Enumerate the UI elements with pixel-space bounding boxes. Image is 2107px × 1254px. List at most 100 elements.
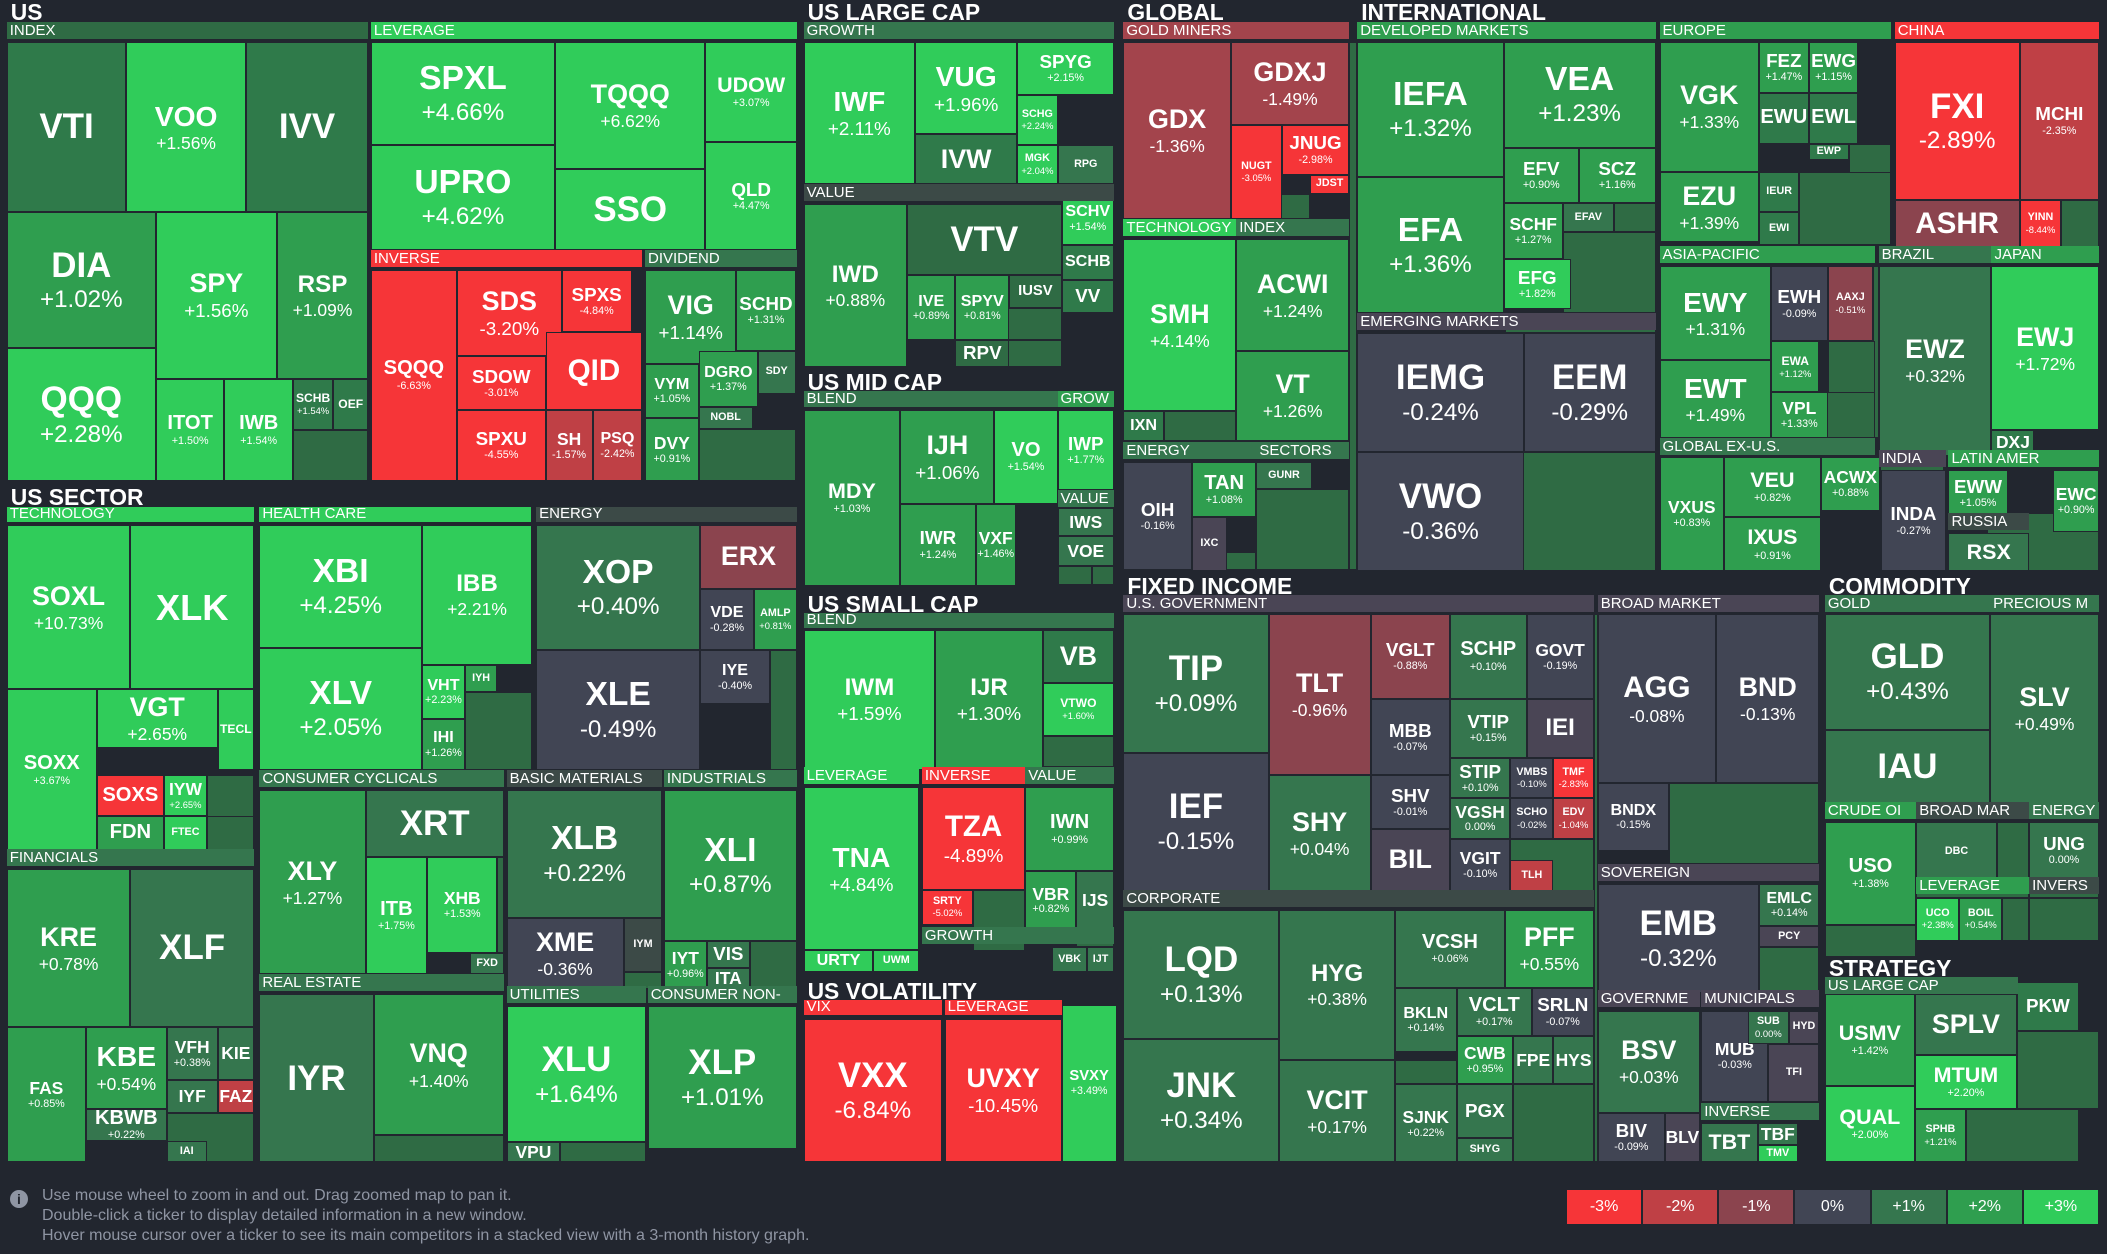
etf-tile-schg[interactable]: SCHG +2.24% [1017, 95, 1058, 146]
minor-etf-tile[interactable] [497, 857, 504, 953]
etf-tile-bil[interactable]: BIL [1370, 829, 1450, 891]
etf-tile-iyr[interactable]: IYR [259, 994, 374, 1163]
etf-tile-ewl[interactable]: EWL [1808, 92, 1859, 144]
subgroup-header[interactable]: SECTORS [1256, 442, 1350, 460]
subgroup-header[interactable]: GOLD MINERS [1123, 21, 1350, 39]
subgroup-header[interactable]: JAPAN [1991, 245, 2099, 263]
subgroup-header[interactable]: LEVERAGE [944, 998, 1062, 1016]
subgroup-header[interactable]: INDEX [1236, 219, 1350, 237]
etf-tile-srty[interactable]: SRTY -5.02% [921, 889, 973, 925]
etf-tile-vpl[interactable]: VPL +1.33% [1771, 392, 1828, 439]
subgroup-header[interactable]: VALUE [1057, 490, 1114, 508]
minor-etf-tile[interactable] [373, 1135, 504, 1163]
etf-tile-dbc[interactable]: DBC [1916, 822, 1997, 882]
etf-tile-efv[interactable]: EFV +0.90% [1503, 147, 1579, 203]
minor-etf-tile[interactable] [1758, 947, 1820, 994]
etf-tile-ive[interactable]: IVE +0.89% [907, 275, 956, 340]
minor-etf-tile[interactable] [1562, 232, 1656, 314]
etf-tile-tna[interactable]: TNA +4.84% [803, 787, 920, 951]
subgroup-header[interactable]: ENERGY [1123, 442, 1257, 460]
etf-tile-vxx[interactable]: VXX -6.84% [803, 1018, 942, 1163]
etf-tile-iusv[interactable]: IUSV [1009, 275, 1062, 308]
etf-tile-iye[interactable]: IYE -0.40% [700, 650, 770, 705]
etf-tile-itb[interactable]: ITB +1.75% [365, 857, 428, 975]
etf-tile-vcsh[interactable]: VCSH +0.06% [1394, 909, 1505, 988]
etf-tile-gld[interactable]: GLD +0.43% [1824, 614, 1991, 730]
etf-tile-hys[interactable]: HYS [1553, 1036, 1594, 1085]
subgroup-header[interactable]: GROW [1057, 389, 1114, 407]
etf-tile-scz[interactable]: SCZ +1.16% [1578, 147, 1656, 203]
etf-tile-vwo[interactable]: VWO -0.36% [1357, 451, 1524, 572]
minor-etf-tile[interactable] [1394, 1060, 1457, 1085]
etf-tile-tbf[interactable]: TBF [1757, 1123, 1798, 1145]
subgroup-header[interactable]: CHINA [1894, 21, 2099, 39]
etf-tile-soxx[interactable]: SOXX +3.67% [6, 689, 97, 851]
etf-tile-iwr[interactable]: IWR +1.24% [900, 503, 976, 586]
etf-tile-tqqq[interactable]: TQQQ +6.62% [554, 41, 706, 170]
subgroup-header[interactable]: SOVEREIGN [1597, 864, 1820, 882]
etf-tile-yinn[interactable]: YINN -8.44% [2019, 200, 2062, 248]
group-header[interactable]: US SMALL CAP [803, 592, 1114, 615]
etf-tile-schp[interactable]: SCHP +0.10% [1449, 614, 1527, 699]
etf-tile-qqq[interactable]: QQQ +2.28% [6, 348, 156, 482]
minor-etf-tile[interactable] [1256, 489, 1350, 570]
etf-tile-ijs[interactable]: IJS [1076, 870, 1114, 930]
etf-tile-tbt[interactable]: TBT [1701, 1123, 1758, 1163]
etf-tile-lqd[interactable]: LQD +0.13% [1123, 909, 1280, 1039]
etf-tile-kie[interactable]: KIE [217, 1026, 254, 1081]
etf-tile-xly[interactable]: XLY +1.27% [259, 790, 366, 975]
etf-tile-iyt[interactable]: IYT +0.96% [663, 940, 707, 989]
subgroup-header[interactable]: FINANCIALS [6, 849, 254, 867]
subgroup-header[interactable]: GROWTH [803, 21, 1114, 39]
etf-tile-vug[interactable]: VUG +1.96% [915, 41, 1018, 135]
minor-etf-tile[interactable] [1668, 783, 1820, 865]
minor-etf-tile[interactable] [292, 430, 369, 482]
etf-tile-ewc[interactable]: EWC +0.90% [2053, 470, 2099, 533]
group-header[interactable]: US MID CAP [803, 370, 1114, 393]
etf-tile-kre[interactable]: KRE +0.78% [6, 869, 131, 1027]
etf-tile-dia[interactable]: DIA +1.02% [6, 212, 156, 349]
group-header[interactable]: GLOBAL [1123, 1, 1350, 24]
etf-tile-xli[interactable]: XLI +0.87% [663, 790, 797, 941]
etf-tile-biv[interactable]: BIV -0.09% [1597, 1112, 1665, 1163]
etf-tile-iws[interactable]: IWS [1057, 507, 1114, 537]
etf-tile-xlu[interactable]: XLU +1.64% [506, 1006, 647, 1143]
subgroup-header[interactable]: BLEND [803, 611, 1114, 629]
subgroup-header[interactable]: ENERGY [536, 505, 797, 523]
subgroup-header[interactable]: INVERSE [1701, 1103, 1820, 1121]
subgroup-header[interactable]: CONSUMER NON- [647, 986, 797, 1004]
etf-tile-iyf[interactable]: IYF [166, 1080, 218, 1113]
subgroup-header[interactable]: HEALTH CARE [259, 505, 531, 523]
etf-tile-efa[interactable]: EFA +1.36% [1357, 177, 1504, 314]
etf-tile-tmv[interactable]: TMV [1757, 1144, 1798, 1163]
minor-etf-tile[interactable] [1057, 565, 1093, 585]
etf-tile-pcy[interactable]: PCY [1758, 925, 1820, 948]
etf-tile-xme[interactable]: XME -0.36% [506, 917, 624, 989]
minor-etf-tile[interactable] [206, 815, 254, 851]
etf-tile-vclt[interactable]: VCLT +0.17% [1456, 987, 1532, 1037]
etf-tile-qld[interactable]: QLD +4.47% [705, 142, 797, 250]
etf-tile-vtip[interactable]: VTIP +0.15% [1449, 698, 1527, 758]
minor-etf-tile[interactable] [1092, 565, 1114, 585]
etf-tile-ijr[interactable]: IJR +1.30% [935, 630, 1043, 770]
etf-tile-schf[interactable]: SCHF +1.27% [1503, 202, 1563, 260]
etf-tile-gunr[interactable]: GUNR [1256, 462, 1312, 490]
minor-etf-tile[interactable] [1513, 1084, 1594, 1163]
etf-tile-sqqq[interactable]: SQQQ -6.63% [370, 270, 457, 482]
etf-tile-bnd[interactable]: BND -0.13% [1715, 614, 1820, 784]
etf-tile-spxu[interactable]: SPXU -4.55% [456, 409, 546, 482]
group-header[interactable]: STRATEGY [1824, 956, 2099, 979]
etf-tile-shv[interactable]: SHV -0.01% [1370, 775, 1450, 830]
subgroup-header[interactable]: BRAZIL [1878, 245, 1992, 263]
etf-tile-emb[interactable]: EMB -0.32% [1597, 884, 1759, 994]
etf-tile-iai[interactable]: IAI [166, 1140, 207, 1163]
etf-tile-iau[interactable]: IAU [1824, 729, 1991, 804]
etf-tile-ivv[interactable]: IVV [245, 41, 369, 213]
group-header[interactable]: COMMODITY [1824, 575, 2099, 598]
minor-etf-tile[interactable] [2061, 200, 2099, 248]
etf-tile-vht[interactable]: VHT +2.23% [421, 665, 465, 719]
subgroup-header[interactable]: EUROPE [1659, 21, 1891, 39]
etf-tile-slv[interactable]: SLV +0.49% [1990, 614, 2099, 804]
subgroup-header[interactable]: LEVERAGE [803, 767, 920, 785]
